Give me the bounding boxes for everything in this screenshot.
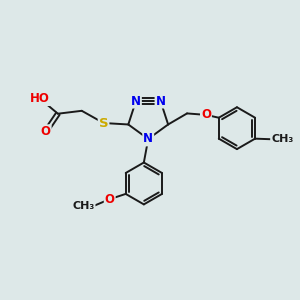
Text: CH₃: CH₃ [72,201,94,211]
Text: N: N [155,94,166,108]
Text: O: O [41,125,51,138]
Text: S: S [99,116,108,130]
Text: N: N [131,94,141,108]
Text: CH₃: CH₃ [271,134,293,144]
Text: N: N [143,132,153,146]
Text: O: O [201,108,211,122]
Text: O: O [105,193,115,206]
Text: HO: HO [30,92,50,105]
